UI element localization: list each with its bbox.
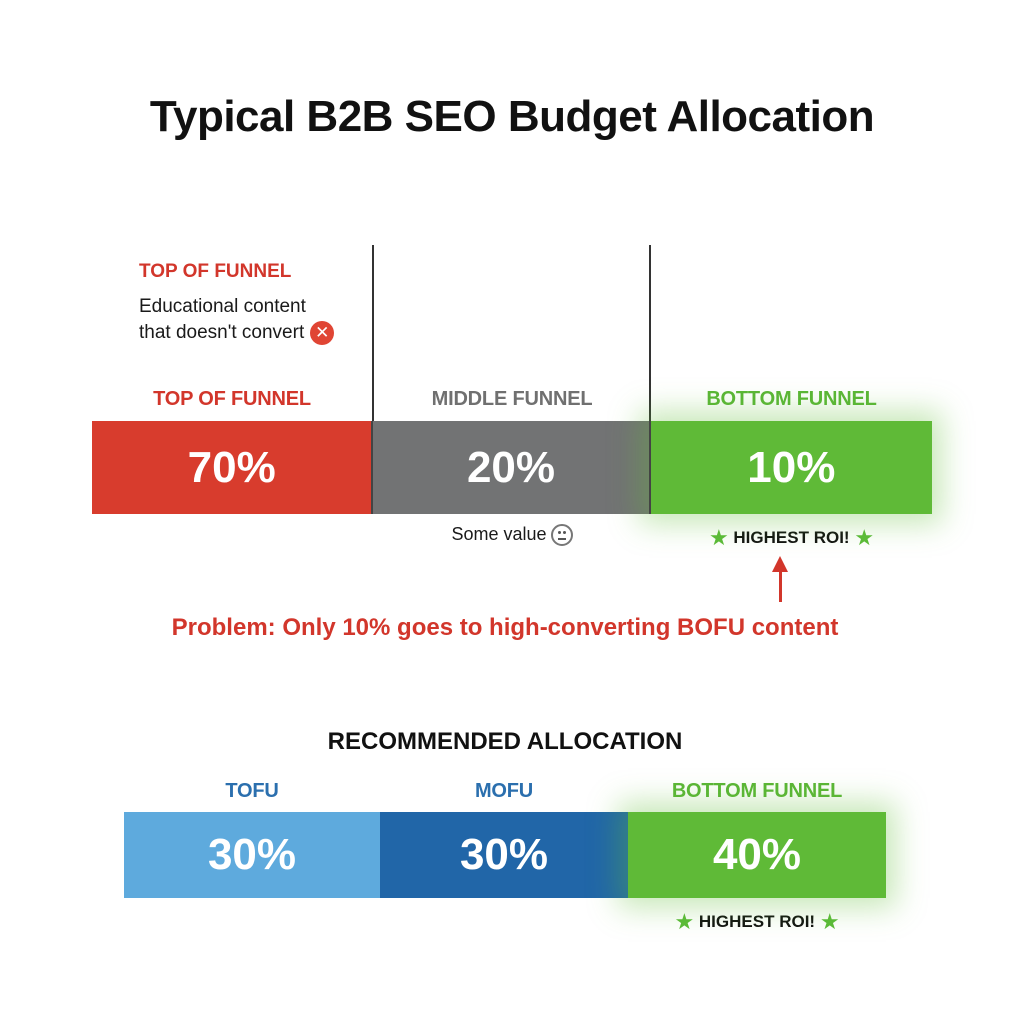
middle-note: Some value [374,524,650,547]
segment-label-mofu: MIDDLE FUNNEL [431,388,593,410]
arrow-up-icon [772,556,788,572]
callout-text: Educational content that doesn't convert… [139,294,335,346]
callout-line-1: Educational content [139,296,306,317]
rec-segment-mofu: 30% [380,812,628,898]
x-circle-icon: ✕ [310,320,335,345]
rec-segment-tofu: 30% [124,812,380,898]
divider-line [372,245,374,421]
callout-heading: TOP OF FUNNEL [139,261,292,282]
recommended-allocation-bar: 30% 30% 40% [124,812,886,898]
problem-statement: Problem: Only 10% goes to high-convertin… [171,614,839,641]
star-icon: ★ [674,909,695,934]
callout-line-2: that doesn't convert ✕ [139,320,335,346]
bar-segment-mofu: 20% [371,421,649,514]
rec-label-mofu: MOFU [474,780,534,802]
recommended-title: RECOMMENDED ALLOCATION [327,728,683,755]
rec-segment-bofu: 40% [628,812,886,898]
bar-segment-tofu: 70% [92,421,372,514]
arrow-shaft [779,570,782,602]
bar-segment-bofu: 10% [648,421,932,514]
rec-highest-roi-badge: ★ HIGHEST ROI! ★ [674,909,840,934]
star-icon: ★ [708,525,729,550]
current-allocation-bar: 70% 20% 10% [92,421,932,514]
segment-label-tofu: TOP OF FUNNEL [153,388,311,410]
star-icon: ★ [819,909,840,934]
chart-title: Typical B2B SEO Budget Allocation [149,92,875,141]
neutral-face-icon [550,524,573,547]
divider-line [649,245,651,421]
rec-label-bofu: BOTTOM FUNNEL [671,780,843,802]
segment-label-bofu: BOTTOM FUNNEL [706,388,877,410]
highest-roi-badge: ★ HIGHEST ROI! ★ [708,525,875,550]
star-icon: ★ [854,525,875,550]
rec-label-tofu: TOFU [225,780,279,802]
